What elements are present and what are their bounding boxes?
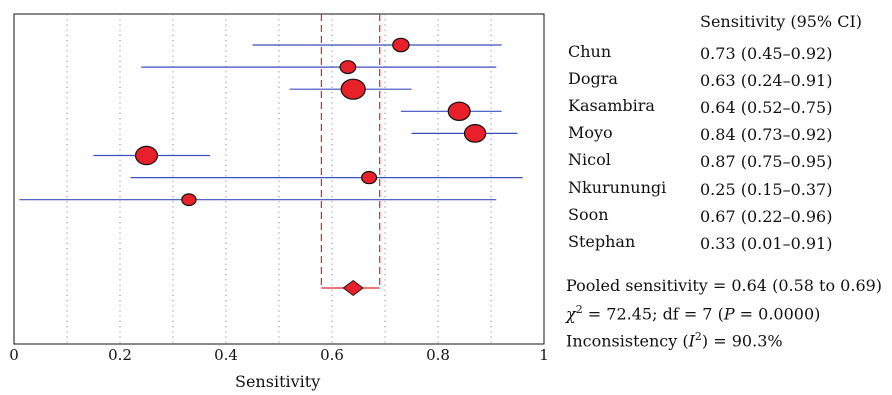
p-symbol: P — [723, 304, 735, 324]
forest-plot: 0 0.2 0.4 0.6 0.8 1 — [9, 13, 549, 364]
study-row: Soon 0.67 (0.22–0.96) — [568, 205, 888, 229]
pooled-diamond — [342, 280, 364, 296]
chi-value: = 72.45; df = 7 ( — [582, 304, 724, 324]
inconsistency-label: Inconsistency ( — [566, 331, 689, 351]
x-tick-label: 0.6 — [320, 346, 344, 364]
study-name: Kasambira — [568, 96, 655, 116]
x-axis-ticks: 0 0.2 0.4 0.6 0.8 1 — [9, 346, 549, 364]
study-row: Moyo 0.84 (0.73–0.92) — [568, 123, 888, 147]
chi-symbol: χ — [566, 304, 576, 324]
inconsistency-value: ) = 90.3% — [701, 331, 783, 351]
stats-panel: Sensitivity (95% CI) Chun 0.73 (0.45–0.92… — [566, 0, 892, 395]
x-tick-label: 0 — [9, 346, 19, 364]
study-row: Nkurunungi 0.25 (0.15–0.37) — [568, 178, 888, 202]
study-ci-value: 0.73 (0.45–0.92) — [700, 44, 833, 63]
study-name: Chun — [568, 42, 612, 61]
study-markers — [19, 37, 523, 207]
chi-square-text: χ2 = 72.45; df = 7 (P = 0.0000) — [566, 303, 820, 323]
i-superscript: 2 — [694, 330, 702, 343]
x-tick-label: 0.8 — [426, 346, 450, 364]
p-value: = 0.0000) — [734, 304, 821, 324]
x-tick-label: 0.4 — [214, 346, 238, 364]
study-point — [134, 145, 159, 166]
grid-lines — [66, 14, 492, 344]
i-symbol: I — [688, 331, 695, 351]
study-name: Nicol — [568, 150, 611, 170]
study-point — [463, 123, 487, 143]
plot-frame — [13, 13, 545, 345]
study-name: Dogra — [568, 69, 618, 89]
study-point — [392, 37, 410, 53]
study-row: Chun 0.73 (0.45–0.92) — [568, 42, 888, 66]
study-ci-value: 0.33 (0.01–0.91) — [700, 233, 833, 253]
x-tick-label: 0.2 — [108, 346, 132, 364]
study-ci-value: 0.25 (0.15–0.37) — [700, 179, 833, 199]
x-axis-label: Sensitivity — [235, 372, 321, 391]
study-ci-value: 0.84 (0.73–0.92) — [700, 125, 833, 145]
study-row: Kasambira 0.64 (0.52–0.75) — [568, 96, 888, 120]
study-ci-value: 0.67 (0.22–0.96) — [700, 206, 833, 226]
pooled-estimate — [320, 14, 381, 296]
study-name: Stephan — [568, 231, 636, 251]
study-row: Stephan 0.33 (0.01–0.91) — [568, 232, 888, 256]
study-point — [361, 170, 378, 185]
study-point — [447, 101, 471, 122]
chi-superscript: 2 — [575, 303, 583, 316]
study-ci-value: 0.64 (0.52–0.75) — [700, 98, 833, 118]
study-ci-value: 0.87 (0.75–0.95) — [700, 152, 833, 172]
study-point — [181, 193, 197, 207]
study-row: Dogra 0.63 (0.24–0.91) — [568, 69, 888, 93]
study-name: Nkurunungi — [568, 177, 667, 197]
study-ci-value: 0.63 (0.24–0.91) — [700, 71, 833, 91]
inconsistency-text: Inconsistency (I2) = 90.3% — [566, 330, 783, 350]
study-point — [340, 78, 366, 100]
study-row: Nicol 0.87 (0.75–0.95) — [568, 150, 888, 174]
pooled-sensitivity-text: Pooled sensitivity = 0.64 (0.58 to 0.69) — [566, 276, 883, 295]
study-point — [339, 60, 357, 75]
study-name: Soon — [568, 204, 609, 224]
study-name: Moyo — [568, 123, 613, 143]
x-tick-label: 1 — [539, 346, 549, 364]
column-header: Sensitivity (95% CI) — [700, 12, 863, 31]
